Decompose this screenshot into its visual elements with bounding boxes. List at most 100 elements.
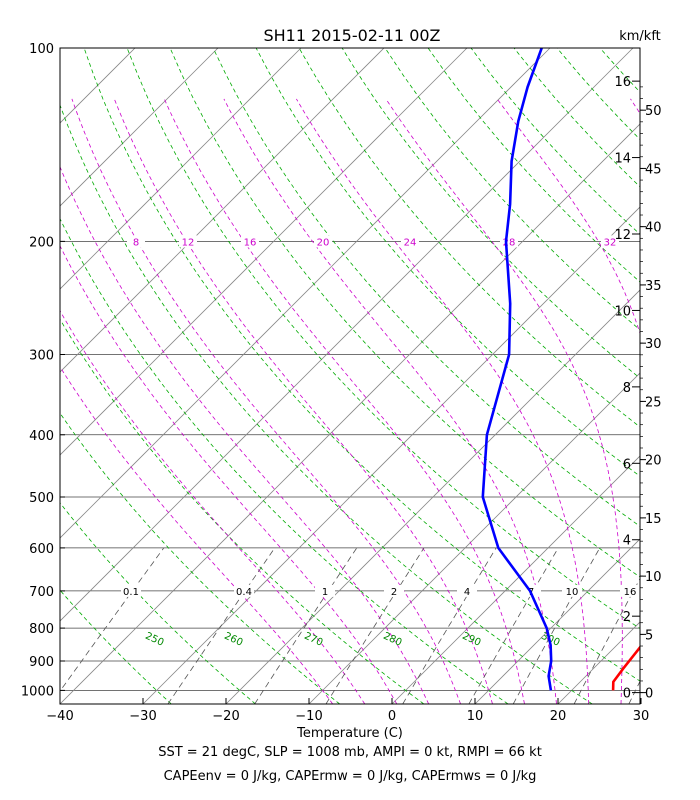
moist-adiabat-line <box>385 98 623 704</box>
dry-adiabat-label: 250 <box>143 631 165 649</box>
moist-adiabat-line <box>296 98 590 704</box>
dry-adiabat-label: 290 <box>460 631 482 649</box>
x-tick-label: −20 <box>212 709 239 724</box>
mixing-ratio-line <box>167 547 276 704</box>
dry-adiabat-line <box>599 48 640 93</box>
chart-title: SH11 2015-02-11 00Z <box>263 26 440 45</box>
dry-adiabat-line <box>556 48 640 141</box>
label-background <box>457 584 477 597</box>
kft-tick-label: 5 <box>645 628 653 643</box>
km-tick-label: 6 <box>623 457 631 472</box>
dry-adiabat-line <box>384 48 640 331</box>
mixing-ratio-line <box>254 547 358 704</box>
mixing-ratio-label: 4 <box>464 587 470 598</box>
kft-tick-label: 35 <box>645 279 662 294</box>
kft-tick-label: 50 <box>645 104 662 119</box>
moist-adiabat-line <box>496 98 640 335</box>
pressure-tick-label: 600 <box>29 542 54 557</box>
isotherm-line <box>60 48 634 622</box>
isotherm-line <box>60 123 640 704</box>
plot-frame <box>59 47 641 705</box>
moist-adiabat-line <box>223 98 557 704</box>
kft-tick-label: 20 <box>645 454 662 469</box>
label-background <box>241 235 259 248</box>
moist-adiabat-line <box>60 366 334 704</box>
moist-adiabat-line <box>60 244 398 704</box>
mixing-ratio-line <box>573 577 640 704</box>
moist-adiabat-label: 28 <box>503 237 516 248</box>
isotherm-line <box>225 289 640 704</box>
x-axis-title: Temperature (C) <box>296 726 403 741</box>
dry-adiabat-line <box>255 48 640 477</box>
kft-tick-label: 30 <box>645 337 662 352</box>
mixing-ratio-line <box>325 547 425 704</box>
kft-tick-label: 40 <box>645 221 662 236</box>
dry-adiabat-label: 280 <box>381 631 403 649</box>
moist-adiabat-label: 32 <box>604 237 617 248</box>
mixing-ratio-line <box>512 547 601 704</box>
moist-adiabat-line <box>71 98 461 704</box>
label-background <box>500 235 518 248</box>
isotherm-line <box>641 48 700 704</box>
dry-adiabat-line <box>298 48 640 428</box>
x-tick-label: −10 <box>295 709 322 724</box>
moist-adiabat-label: 8 <box>133 237 139 248</box>
kft-tick-label: 45 <box>645 162 662 177</box>
dry-adiabat-line <box>60 412 340 704</box>
km-tick-label: 16 <box>614 75 631 90</box>
x-tick-label: 30 <box>633 709 650 724</box>
isotherm-line <box>0 48 52 704</box>
dry-adiabat-line <box>643 48 700 704</box>
mixing-ratio-line <box>402 547 497 704</box>
caption-cape: CAPEenv = 0 J/kg, CAPErmw = 0 J/kg, CAPE… <box>163 769 537 784</box>
label-background <box>314 235 332 248</box>
mixing-ratio-label: 0.4 <box>236 587 252 598</box>
dry-adiabat-line <box>169 48 640 578</box>
isotherm-line <box>60 48 385 373</box>
mixing-ratio-label: 16 <box>624 587 637 598</box>
dry-adiabat-line <box>470 48 640 235</box>
isotherm-line <box>60 48 551 539</box>
mixing-ratio-line <box>628 680 640 704</box>
moist-adiabat-line <box>163 98 525 704</box>
km-tick-label: 12 <box>614 228 631 243</box>
label-background <box>179 235 197 248</box>
pressure-tick-label: 800 <box>29 622 54 637</box>
dewpoint-profile-line <box>481 48 553 691</box>
temperature-profile-line <box>611 645 640 691</box>
moist-adiabat-line <box>113 98 493 704</box>
pressure-tick-label: 500 <box>29 491 54 506</box>
dry-adiabat-line <box>513 48 640 188</box>
right-axis-label: km/kft <box>619 29 661 44</box>
dry-adiabat-label: 270 <box>302 631 324 649</box>
kft-tick-label: 10 <box>645 570 662 585</box>
dry-adiabat-line <box>60 318 425 704</box>
isotherm-line <box>557 621 640 704</box>
km-tick-label: 10 <box>614 304 631 319</box>
moist-adiabat-label: 12 <box>182 237 195 248</box>
moist-adiabat-line <box>60 309 366 704</box>
isotherm-line <box>60 48 219 207</box>
isotherm-line <box>60 48 302 290</box>
isotherm-line <box>60 48 468 456</box>
kft-tick-label: 15 <box>645 512 662 527</box>
moist-adiabat-line <box>60 165 430 704</box>
x-tick-label: −30 <box>129 709 156 724</box>
moist-adiabat-label: 16 <box>244 237 257 248</box>
km-tick-label: 4 <box>623 534 631 549</box>
isotherm-line <box>474 538 640 704</box>
dry-adiabat-line <box>60 589 172 704</box>
kft-tick-label: 0 <box>645 687 653 702</box>
pressure-tick-label: 1000 <box>21 684 54 699</box>
dry-adiabat-label: 260 <box>222 631 244 649</box>
pressure-tick-label: 700 <box>29 585 54 600</box>
label-background <box>562 584 582 597</box>
dry-adiabat-line <box>60 217 509 704</box>
label-background <box>234 584 254 597</box>
dry-adiabat-line <box>126 48 640 630</box>
moist-adiabat-label: 24 <box>404 237 417 248</box>
km-tick-label: 2 <box>623 610 631 625</box>
moist-adiabat-label: 20 <box>317 237 330 248</box>
